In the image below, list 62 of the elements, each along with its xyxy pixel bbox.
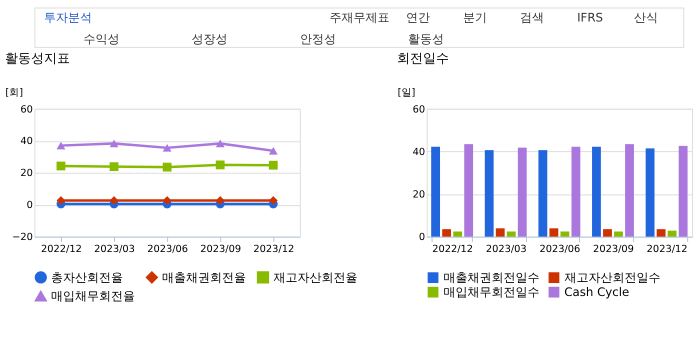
y-axis-title: [회] <box>5 88 24 99</box>
y-tick-label: 60 <box>412 104 426 116</box>
x-tick-label: 2023/06 <box>539 244 580 255</box>
bar <box>668 230 677 237</box>
x-tick-label: 2023/03 <box>94 244 135 255</box>
legend-label: 재고자산회전율 <box>273 270 358 284</box>
bar <box>538 150 548 237</box>
bar <box>592 146 601 237</box>
y-axis-title: [일] <box>398 88 416 99</box>
bar <box>571 146 580 237</box>
bar <box>453 232 462 237</box>
y-tick-label: 60 <box>20 104 33 116</box>
text: 분기 <box>463 10 488 24</box>
bar <box>656 229 666 237</box>
bar <box>484 150 494 237</box>
x-tick-label: 2023/12 <box>253 244 294 255</box>
y-tick-label: 40 <box>412 146 426 158</box>
bar <box>506 232 516 237</box>
text: 주재무제표 <box>329 10 390 24</box>
legend-label: Cash Cycle <box>564 285 630 300</box>
y-tick-label: 0 <box>26 200 33 212</box>
text: 검색 <box>520 10 544 24</box>
bar <box>549 228 558 237</box>
y-tick-label: 20 <box>412 189 426 200</box>
bar <box>614 232 623 237</box>
text: 투자분석 <box>44 10 92 24</box>
x-tick-label: 2023/12 <box>646 244 688 255</box>
chart-title: 활동성지표 <box>4 52 70 67</box>
legend-label: 매입채무회전일수 <box>443 285 540 300</box>
y-tick-label: 20 <box>20 168 33 180</box>
legend-label: 매입채무회전율 <box>51 289 136 304</box>
x-tick-label: 2023/03 <box>486 244 527 255</box>
text: IFRS <box>577 10 603 24</box>
bar <box>678 146 688 237</box>
y-tick-label: 40 <box>20 136 33 148</box>
legend-label: 총자산회전율 <box>51 270 124 284</box>
text: 수익성 <box>84 32 120 46</box>
x-tick-label: 2023/06 <box>147 244 188 255</box>
bar <box>646 148 655 237</box>
text: 연간 <box>406 10 430 24</box>
text: 안정성 <box>300 32 336 46</box>
y-tick-label: 0 <box>418 232 426 244</box>
bar <box>431 146 440 237</box>
legend-label: 매출채권회전일수 <box>443 270 540 285</box>
bar <box>625 144 634 237</box>
bar <box>496 228 505 237</box>
text: 활동성 <box>408 32 444 46</box>
bar <box>518 148 527 237</box>
legend-label: 재고자산회전일수 <box>564 270 660 285</box>
bar <box>603 229 612 237</box>
legend-label: 매출채권회전율 <box>162 270 246 284</box>
x-tick-label: 2023/09 <box>593 244 634 255</box>
x-tick-label: 2023/09 <box>200 244 242 255</box>
chart-title: 회전일수 <box>397 52 450 67</box>
bar <box>560 232 570 237</box>
y-tick-label: −20 <box>12 232 33 244</box>
bar <box>442 229 452 237</box>
x-tick-label: 2022/12 <box>432 244 474 255</box>
bar <box>464 144 474 237</box>
text: 산식 <box>634 10 658 24</box>
text: 성장성 <box>192 32 228 46</box>
x-tick-label: 2022/12 <box>41 244 82 255</box>
